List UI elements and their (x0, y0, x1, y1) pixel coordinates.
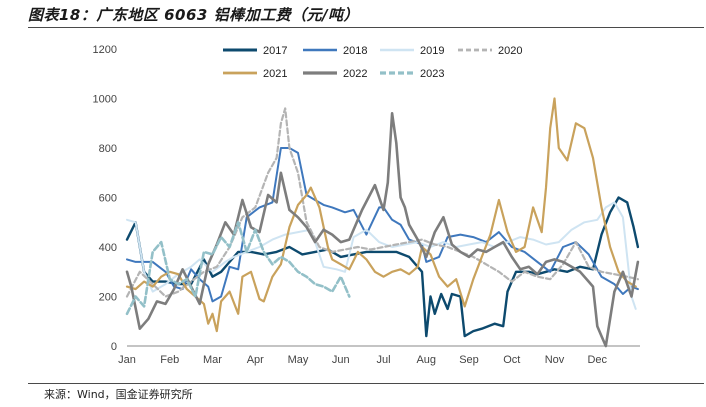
series-line-2022 (125, 112, 640, 348)
x-tick-label: Nov (545, 354, 565, 366)
legend-label: 2018 (343, 45, 367, 57)
legend-label: 2019 (420, 45, 444, 57)
source-divider (28, 383, 704, 384)
series-line-2018 (126, 147, 639, 303)
series-line-2021 (125, 97, 637, 333)
y-tick-label: 800 (99, 143, 117, 155)
legend-item-2023: 2023 (380, 68, 444, 80)
legend-item-2020: 2020 (458, 45, 522, 57)
title-divider (28, 27, 704, 28)
x-tick-label: Apr (247, 354, 264, 366)
y-tick-label: 1200 (93, 44, 117, 56)
y-axis: 0 200 400 600 800 1000 1200 (93, 44, 117, 353)
x-tick-label: Sep (459, 354, 479, 366)
legend-item-2021: 2021 (223, 68, 287, 80)
x-axis: Jan Feb Mar Apr May Jun Jul Aug Sep Oct Nov Dec (118, 345, 640, 366)
x-tick-label: Jul (376, 354, 390, 366)
series-line-2023 (125, 221, 351, 316)
y-tick-label: 0 (111, 341, 117, 353)
y-tick-label: 200 (99, 292, 117, 304)
legend-item-2019: 2019 (380, 45, 444, 57)
x-tick-label: Mar (203, 354, 222, 366)
y-tick-label: 400 (99, 242, 117, 254)
legend-item-2017: 2017 (223, 45, 287, 57)
legend-label: 2017 (263, 45, 287, 57)
x-tick-label: May (288, 354, 309, 366)
y-tick-label: 1000 (93, 94, 117, 106)
legend-label: 2020 (498, 45, 522, 57)
x-tick-label: Aug (416, 354, 436, 366)
x-tick-label: Dec (587, 354, 607, 366)
plot-area (125, 97, 640, 348)
x-tick-label: Oct (503, 354, 520, 366)
legend-item-2022: 2022 (303, 68, 367, 80)
figure-title: 图表18：广东地区 6063 铝棒加工费（元/吨） (28, 6, 360, 24)
legend-item-2018: 2018 (303, 45, 367, 57)
x-tick-label: Jun (332, 354, 350, 366)
legend-label: 2022 (343, 68, 367, 80)
series-line-2020 (125, 107, 639, 298)
legend-label: 2023 (420, 68, 444, 80)
y-tick-label: 600 (99, 193, 117, 205)
legend-label: 2021 (263, 68, 287, 80)
x-tick-label: Feb (160, 354, 179, 366)
x-tick-label: Jan (118, 354, 136, 366)
series-line-2019 (126, 201, 637, 310)
chart-legend: 2017 2018 2019 2020 2021 2022 2023 (223, 45, 522, 80)
source-note: 来源：Wind，国金证券研究所 (44, 388, 193, 401)
